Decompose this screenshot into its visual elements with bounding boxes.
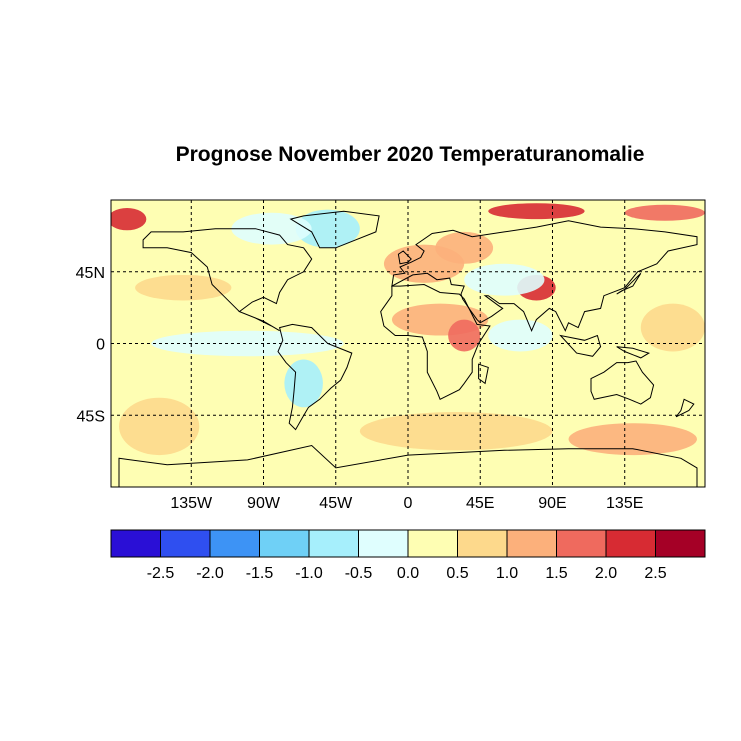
colorbar-swatch xyxy=(308,529,359,558)
colorbar-swatch xyxy=(110,529,161,558)
map-title: Prognose November 2020 Temperaturanomali… xyxy=(175,143,645,166)
lon-tick-label: 45E xyxy=(466,495,494,512)
anomaly-patch xyxy=(359,412,553,451)
coastline xyxy=(118,444,698,487)
colorbar-label: -1.0 xyxy=(295,565,323,582)
anomaly-patch xyxy=(111,207,147,231)
colorbar-swatch xyxy=(407,529,458,558)
colorbar-label: -2.0 xyxy=(196,565,224,582)
anomaly-patch xyxy=(640,303,705,352)
colorbar-label: 1.0 xyxy=(496,565,518,582)
colorbar-swatch xyxy=(556,529,607,558)
anomaly-patch xyxy=(488,203,585,220)
coastline xyxy=(478,363,489,385)
map-frame xyxy=(110,199,706,488)
lon-tick-label: 135W xyxy=(170,495,213,512)
colorbar-swatch xyxy=(358,529,409,558)
anomaly-patch xyxy=(448,319,481,352)
anomaly-patch xyxy=(568,423,697,456)
colorbar-label: -1.5 xyxy=(246,565,274,582)
colorbar-swatch xyxy=(209,529,260,558)
lat-tick-label: 45S xyxy=(77,408,105,425)
coastline xyxy=(380,283,491,400)
anomaly-patch xyxy=(624,204,705,221)
coastline xyxy=(277,323,353,431)
colorbar-label: 1.5 xyxy=(545,565,567,582)
coastline xyxy=(590,360,655,405)
anomaly-patch xyxy=(151,330,344,357)
colorbar-label: -0.5 xyxy=(345,565,373,582)
lon-tick-label: 90E xyxy=(538,495,566,512)
coastline xyxy=(289,210,380,249)
colorbar-swatch xyxy=(655,529,706,558)
anomaly-patch xyxy=(464,263,545,296)
coastline xyxy=(391,220,698,332)
axis-ticks: 135W 90W 45W 0 45E 90E 135E 45N 0 45S xyxy=(76,265,644,512)
colorbar-swatch xyxy=(506,529,557,558)
colorbar-label: 0.5 xyxy=(446,565,468,582)
colorbar: -2.5 -2.0 -1.5 -1.0 -0.5 0.0 0.5 1.0 1.5 2.0 2.5 xyxy=(110,529,706,582)
colorbar-label: -2.5 xyxy=(147,565,175,582)
anomaly-patch xyxy=(119,397,200,456)
coastline xyxy=(397,250,412,265)
coastline xyxy=(616,346,651,359)
lat-tick-label: 0 xyxy=(96,337,105,354)
colorbar-label: 0.0 xyxy=(397,565,419,582)
anomaly-patch xyxy=(135,274,232,301)
coastline xyxy=(675,398,695,418)
colorbar-label: 2.5 xyxy=(644,565,666,582)
coastline xyxy=(559,334,602,357)
anomaly-patch xyxy=(488,319,553,352)
colorbar-label: 2.0 xyxy=(595,565,617,582)
coastline xyxy=(616,272,642,295)
colorbar-swatch xyxy=(457,529,508,558)
gridlines xyxy=(111,200,705,487)
anomaly-patch xyxy=(295,209,360,248)
lon-tick-label: 0 xyxy=(404,495,413,512)
lon-tick-label: 90W xyxy=(247,495,281,512)
colorbar-swatch xyxy=(259,529,310,558)
lat-tick-label: 45N xyxy=(76,265,105,282)
coastline xyxy=(142,228,313,332)
colorbar-swatch xyxy=(605,529,656,558)
lon-tick-label: 135E xyxy=(606,495,643,512)
anomaly-patch xyxy=(231,212,312,245)
anomaly-patch xyxy=(435,231,494,264)
colorbar-swatch xyxy=(160,529,211,558)
lon-tick-label: 45W xyxy=(319,495,353,512)
